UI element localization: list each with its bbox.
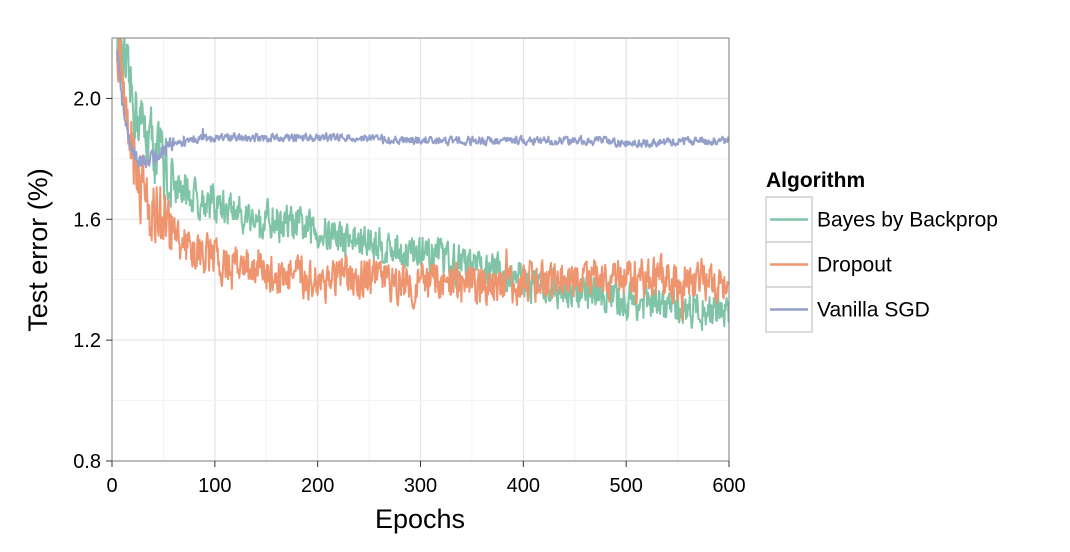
y-axis-title: Test error (%) [23, 168, 53, 332]
y-axis: 0.8 1.2 1.6 2.0 [73, 88, 112, 473]
y-tick-label: 0.8 [73, 451, 101, 473]
x-axis: 0 100 200 300 400 500 600 [106, 461, 746, 497]
legend-label: Vanilla SGD [817, 299, 930, 322]
series-line-dropout [116, 38, 729, 322]
x-tick-label: 300 [404, 475, 437, 497]
legend-label: Bayes by Backprop [817, 209, 998, 232]
grid [111, 38, 730, 462]
x-tick-label: 0 [106, 475, 117, 497]
series-layer [116, 38, 729, 332]
x-tick-label: 600 [712, 475, 745, 497]
plot-area [111, 37, 730, 462]
x-tick-label: 100 [198, 475, 231, 497]
series-line-vanilla-sgd [116, 50, 729, 169]
x-tick-label: 500 [609, 475, 642, 497]
x-tick-label: 400 [507, 475, 540, 497]
y-tick-label: 2.0 [73, 88, 101, 110]
y-tick-label: 1.6 [73, 209, 101, 231]
legend-label: Dropout [817, 254, 892, 277]
y-tick-label: 1.2 [73, 330, 101, 352]
legend: Algorithm Bayes by Backprop Dropout Vanill… [765, 169, 998, 333]
legend-title: Algorithm [766, 169, 865, 192]
x-axis-title: Epochs [375, 504, 465, 534]
x-tick-label: 200 [301, 475, 334, 497]
series-line-bayes-by-backprop [116, 38, 729, 332]
